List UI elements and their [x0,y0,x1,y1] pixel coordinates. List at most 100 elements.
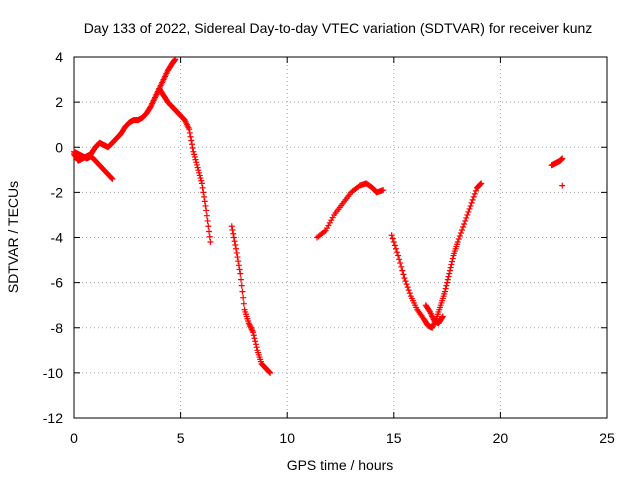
data-point-fill [400,271,407,278]
data-points [71,56,566,376]
data-point-fill [199,184,206,191]
data-point-fill [188,141,195,148]
data-point [233,245,240,252]
data-point-fill [463,214,470,221]
data-point-fill [392,245,399,252]
x-tick-label: 0 [70,430,78,446]
data-point-fill [460,223,467,230]
data-point-fill [396,256,403,263]
data-point-fill [108,175,115,182]
data-point [439,313,446,320]
data-point-fill [193,159,200,166]
data-point-fill [234,254,241,261]
data-point [441,288,448,295]
y-tick-label: -2 [51,184,64,200]
data-point-fill [192,156,199,163]
data-point-fill [240,294,247,301]
data-point-fill [457,229,464,236]
data-point-fill [252,338,259,345]
data-point-fill [193,161,200,168]
data-point-fill [477,181,484,188]
data-point-fill [200,189,207,196]
data-point [237,270,244,277]
y-tick-label: -12 [43,410,63,426]
data-point-fill [198,177,205,184]
data-point-fill [238,276,245,283]
data-point [467,202,474,209]
data-point-fill [398,263,405,270]
x-tick-label: 15 [386,430,402,446]
data-point-fill [464,211,471,218]
data-point-fill [389,235,396,242]
data-point [454,239,461,246]
y-axis-label: SDTVAR / TECUs [5,181,21,293]
data-point-fill [404,284,411,291]
data-point-fill [397,260,404,267]
x-tick-label: 20 [493,430,509,446]
data-point [203,207,210,214]
y-tick-label: -8 [51,320,64,336]
data-point [478,180,485,187]
y-tick-label: -6 [51,275,64,291]
data-point-fill [405,287,412,294]
data-point-fill [469,196,476,203]
y-tick-label: 4 [55,49,63,65]
data-point [559,155,566,162]
data-point-fill [406,290,413,297]
data-point [446,270,453,277]
data-point-fill [403,281,410,288]
data-point-fill [196,169,203,176]
data-point-fill [444,276,451,283]
data-point-fill [206,233,213,240]
data-point [401,275,408,282]
grid [74,57,607,418]
data-point-fill [447,264,454,271]
data-point-fill [466,205,473,212]
data-point-fill [201,193,208,200]
data-point-fill [253,344,260,351]
data-point-fill [448,261,455,268]
data-point-fill [266,369,273,376]
data-point [207,239,214,246]
data-point [194,164,201,171]
data-point-fill [439,314,446,321]
data-point-fill [230,230,237,237]
data-point-fill [449,258,456,265]
data-point-fill [229,226,236,233]
data-point-fill [189,145,196,152]
data-point-fill [449,255,456,262]
data-point-fill [240,300,247,307]
data-point-fill [472,187,479,194]
chart-title: Day 133 of 2022, Sidereal Day-to-day VTE… [84,20,593,36]
axis-ticks: 0 5 10 15 20 25 -12 -10 -8 -6 -4 -2 0 2 4 [43,49,615,446]
data-point [267,369,274,376]
data-point [395,252,402,259]
x-tick-label: 25 [599,430,615,446]
data-point-fill [391,242,398,249]
x-tick-label: 5 [177,430,185,446]
data-point-fill [235,262,242,269]
data-point-fill [445,273,452,280]
data-point-fill [206,228,213,235]
data-point-fill [462,217,469,224]
data-point [198,180,205,187]
data-point [380,187,387,194]
data-point-fill [191,154,198,161]
data-point-fill [393,249,400,256]
data-point [250,329,257,336]
data-point-fill [204,217,211,224]
y-tick-label: 2 [55,94,63,110]
data-point-fill [238,282,245,289]
plot-frame [73,56,608,419]
y-tick-label: 0 [55,139,63,155]
data-point [559,182,566,189]
data-point-fill [250,332,257,339]
data-point-fill [468,199,475,206]
data-point-fill [197,175,204,182]
data-point-fill [459,226,466,233]
data-point-fill [196,172,203,179]
data-point-fill [465,208,472,215]
data-point-fill [231,238,238,245]
data-point-fill [230,234,237,241]
